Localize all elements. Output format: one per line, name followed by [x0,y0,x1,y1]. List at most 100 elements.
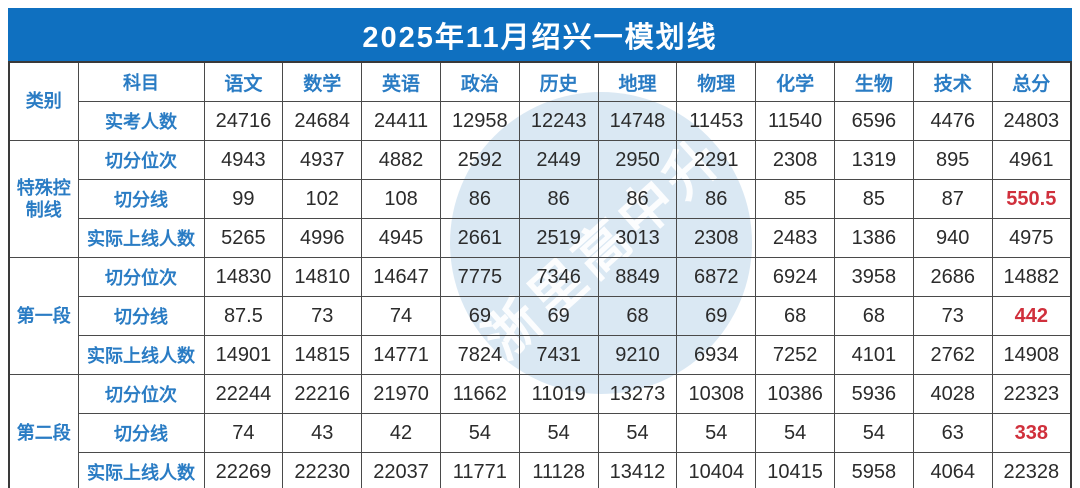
table-cell: 7346 [518,257,599,297]
table-cell: 1386 [834,218,914,258]
subject-header-politics: 政治 [439,61,520,102]
table-cell: 68 [755,296,835,336]
table-cell: 4961 [991,140,1072,180]
table-cell: 2308 [676,218,757,258]
exam-count-cell: 24684 [282,101,363,141]
subject-row-label: 科目 [77,61,205,102]
table-cell: 69 [439,296,520,336]
table-cell: 10415 [755,452,835,488]
table-cell: 4943 [203,140,284,180]
table-cell: 2519 [518,218,599,258]
row-label: 实际上线人数 [77,452,205,488]
table-cell: 68 [597,296,678,336]
table-cell: 22037 [361,452,441,488]
table-cell: 13273 [597,374,678,414]
subject-header-technology: 技术 [912,61,993,102]
table-cell: 85 [834,179,914,219]
table-row-seg2-cutline: 切分线 74 43 42 54 54 54 54 54 54 63 338 [9,413,1072,453]
table-cell: 5936 [834,374,914,414]
table-cell: 68 [834,296,914,336]
row-label: 实际上线人数 [77,218,205,258]
table-cell: 14647 [361,257,441,297]
table-cell: 2483 [755,218,835,258]
row-label: 切分位次 [77,374,205,414]
table-cell: 11771 [439,452,520,488]
table-row-subjects: 类别 科目 语文 数学 英语 政治 历史 地理 物理 化学 生物 技术 总分 [8,61,1072,141]
exam-count-cell: 14748 [597,101,678,141]
table-cell: 73 [912,296,993,336]
exam-count-cell: 12243 [518,101,599,141]
table-cell: 14810 [282,257,363,297]
table-row-special-onlinecount: 实际上线人数 5265 4996 4945 2661 2519 3013 230… [9,218,1072,258]
table-cell: 22216 [282,374,363,414]
table-cell: 10404 [676,452,757,488]
subject-header-chemistry: 化学 [755,61,835,102]
row-label: 切分线 [77,179,205,219]
table-cell: 3013 [597,218,678,258]
table-cell: 54 [597,413,678,453]
table-cell: 21970 [361,374,441,414]
table-cell: 22269 [203,452,284,488]
table-cell: 2308 [755,140,835,180]
table-cell: 895 [912,140,993,180]
table-row-seg2-rank: 第二段 切分位次 22244 22216 21970 11662 11019 1… [8,374,1072,488]
table-cell: 10308 [676,374,757,414]
table-cell: 86 [518,179,599,219]
row-label: 切分线 [77,296,205,336]
table-cell: 87.5 [203,296,284,336]
table-cell: 69 [676,296,757,336]
table-row-seg2-onlinecount: 实际上线人数 22269 22230 22037 11771 11128 134… [9,452,1072,488]
table-cell: 9210 [597,335,678,375]
table-cell: 10386 [755,374,835,414]
table-cell: 2449 [518,140,599,180]
table-cell: 22328 [991,452,1072,488]
table-cell: 54 [676,413,757,453]
table-cell: 22323 [991,374,1072,414]
subject-header-english: 英语 [361,61,441,102]
section-name-segment2: 第二段 [8,374,79,488]
table-cell: 4937 [282,140,363,180]
table-cell: 2762 [912,335,993,375]
table-row-seg1-rank: 第一段 切分位次 14830 14810 14647 7775 7346 884… [8,257,1072,375]
table-cell: 2686 [912,257,993,297]
exam-count-cell: 6596 [834,101,914,141]
table-cell: 54 [755,413,835,453]
row-label: 切分位次 [77,257,205,297]
table-cell: 14830 [203,257,284,297]
section-name-special: 特殊控制线 [8,140,79,258]
section-name-segment1: 第一段 [8,257,79,375]
table-cell: 22230 [282,452,363,488]
table-cell: 108 [361,179,441,219]
table-cell: 74 [203,413,284,453]
table-cell: 5265 [203,218,284,258]
row-label: 切分位次 [77,140,205,180]
table-cell: 63 [912,413,993,453]
row-label: 实际上线人数 [77,335,205,375]
table-cell: 14882 [991,257,1072,297]
table-cell: 86 [597,179,678,219]
table-cell: 4975 [991,218,1072,258]
table-cell: 102 [282,179,363,219]
exam-count-cell: 24803 [991,101,1072,141]
table-cell: 2592 [439,140,520,180]
table-row-special-cutline: 切分线 99 102 108 86 86 86 86 85 85 87 550.… [9,179,1072,219]
table-cell: 11128 [518,452,599,488]
table-cell: 87 [912,179,993,219]
table-cell: 14771 [361,335,441,375]
exam-count-cell: 12958 [439,101,520,141]
subject-header-total: 总分 [991,61,1072,102]
exam-count-cell: 24716 [203,101,284,141]
table-cell-total-highlight: 338 [991,413,1072,453]
table-cell: 2950 [597,140,678,180]
table-cell: 4064 [912,452,993,488]
title-bar: 2025年11月绍兴一模划线 [8,8,1072,61]
table-row-seg1-cutline: 切分线 87.5 73 74 69 69 68 69 68 68 73 442 [9,296,1072,336]
table-cell: 940 [912,218,993,258]
table-cell: 22244 [203,374,284,414]
table-cell: 4101 [834,335,914,375]
table-cell-total-highlight: 550.5 [991,179,1072,219]
table-cell: 99 [203,179,284,219]
exam-count-cell: 11540 [755,101,835,141]
table-cell: 8849 [597,257,678,297]
table-cell: 6924 [755,257,835,297]
